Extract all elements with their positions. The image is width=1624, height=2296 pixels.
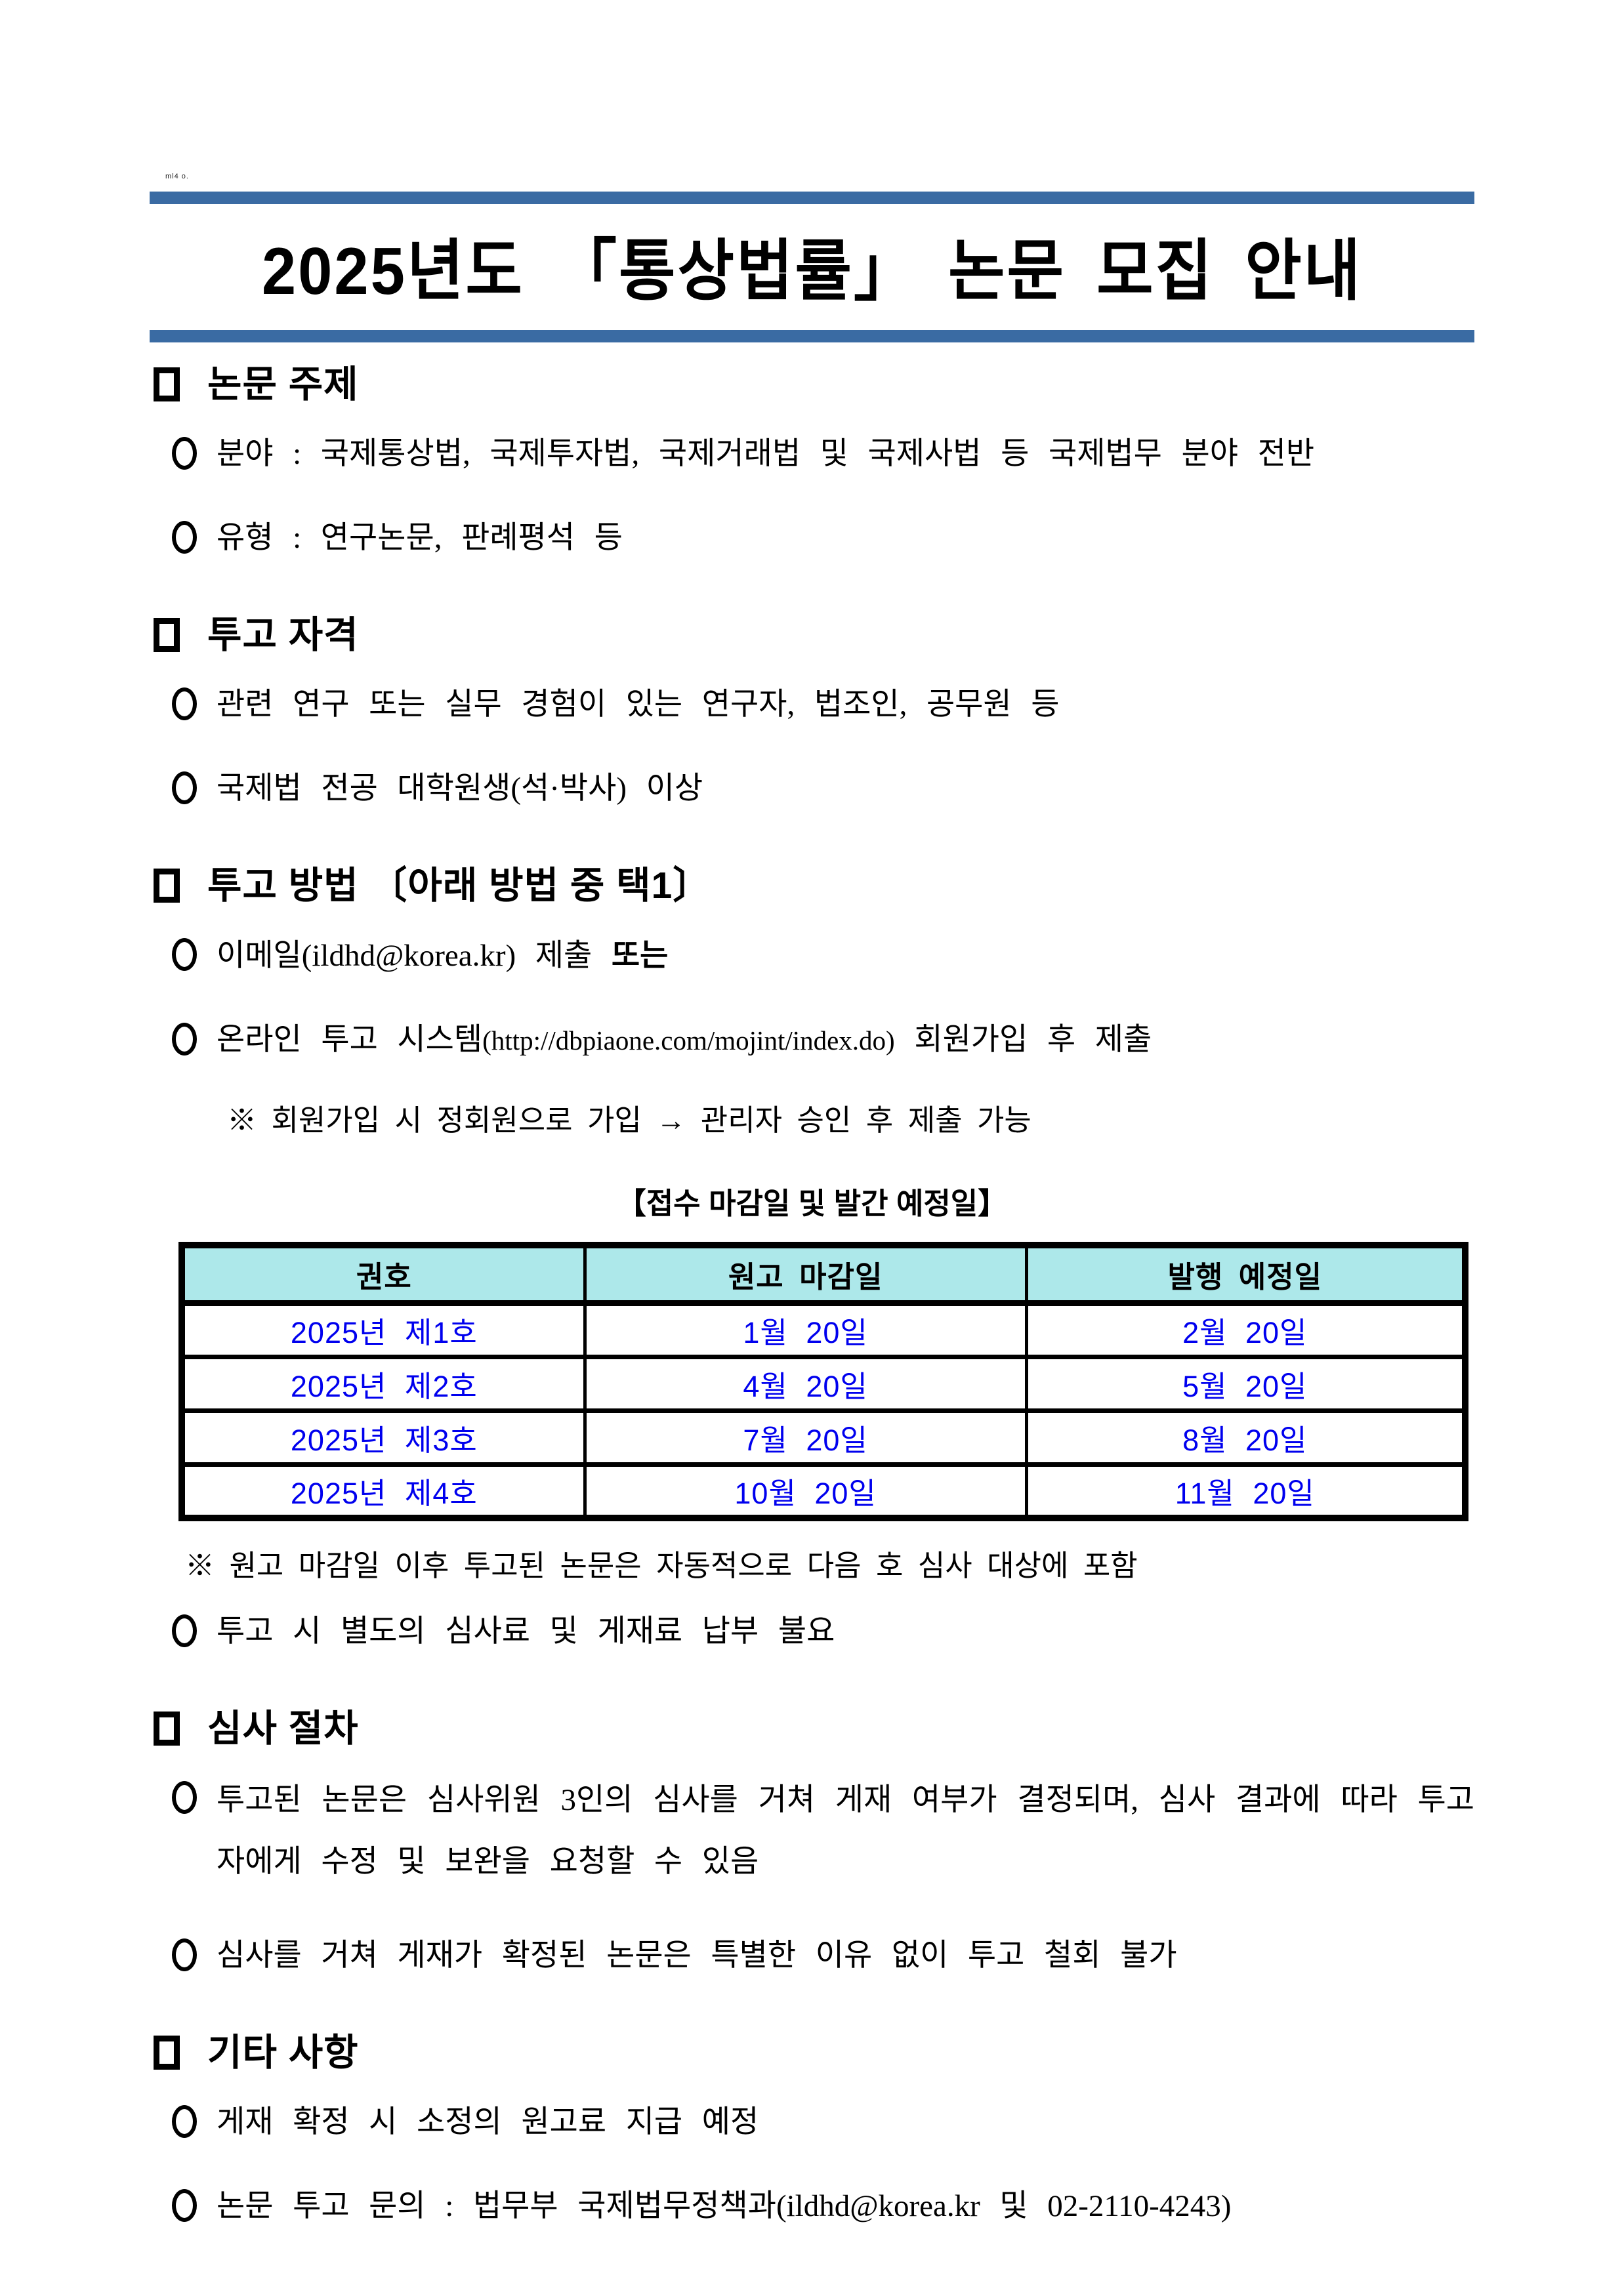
- method-online-prefix: 온라인 투고 시스템: [217, 1023, 483, 1057]
- list-item: 유형 : 연구논문, 판례평석 등: [172, 517, 1474, 559]
- cell-issue: 2025년 제4호: [182, 1462, 585, 1518]
- cell-issue: 2025년 제3호: [182, 1408, 585, 1464]
- method-email-or-bold: 또는: [611, 937, 669, 972]
- eligibility-researcher-text: 관련 연구 또는 실무 경험이 있는 연구자, 법조인, 공무원 등: [217, 687, 1060, 722]
- list-item: 국제법 전공 대학원생(석·박사) 이상: [172, 768, 1474, 810]
- col-header-publish-date: 발행 예정일: [1024, 1245, 1465, 1306]
- etc-payment-text: 게재 확정 시 소정의 원고료 지급 예정: [217, 2105, 759, 2139]
- circle-bullet-icon: [172, 437, 197, 470]
- cell-issue: 2025년 제1호: [290, 1316, 478, 1349]
- checkbox-square-icon: [154, 2036, 180, 2070]
- section-heading-eligibility-label: 투고 자격: [207, 614, 359, 656]
- circle-bullet-icon: [172, 687, 197, 720]
- list-item: 투고된 논문은 심사위원 3인의 심사를 거쳐 게재 여부가 결정되며, 심사 …: [172, 1777, 1474, 1893]
- list-item: 분야 : 국제통상법, 국제투자법, 국제거래법 및 국제사법 등 국제법무 분…: [172, 433, 1474, 475]
- cell-publish-date: 2월 20일: [1024, 1303, 1465, 1357]
- section-heading-review-label: 심사 절차: [207, 1708, 359, 1750]
- table-row: 2025년 제4호 10월 20일 11월 20일: [182, 1462, 1465, 1518]
- section-heading-review: 심사 절차: [150, 1705, 1474, 1752]
- cell-issue: 2025년 제2호: [182, 1354, 585, 1410]
- etc-contact-text: 논문 투고 문의 : 법무부 국제법무정책과(ildhd@korea.kr 및 …: [217, 2189, 1232, 2223]
- title-bottom-rule: [150, 330, 1474, 342]
- table-row: 2025년 제1호 1월 20일 2월 20일: [182, 1303, 1465, 1357]
- schedule-table: 권호 원고 마감일 발행 예정일 2025년 제1호 1월 20일 2월 20일…: [178, 1242, 1468, 1521]
- page-title: 2025년도 「통상법률」 논문 모집 안내: [261, 234, 1363, 308]
- topic-type-text: 유형 : 연구논문, 판례평석 등: [217, 521, 623, 555]
- circle-bullet-icon: [172, 1781, 197, 1814]
- list-item: 심사를 거쳐 게재가 확정된 논문은 특별한 이유 없이 투고 철회 불가: [172, 1935, 1474, 1977]
- table-row: 2025년 제3호 7월 20일 8월 20일: [182, 1408, 1465, 1464]
- method-email-text: 이메일(ildhd@korea.kr) 제출 또는: [217, 934, 668, 977]
- list-item: 게재 확정 시 소정의 원고료 지급 예정: [172, 2101, 1474, 2143]
- section-heading-eligibility: 투고 자격: [150, 611, 1474, 659]
- title-top-rule: [150, 192, 1474, 204]
- schedule-note-text: ※ 원고 마감일 이후 투고된 논문은 자동적으로 다음 호 심사 대상에 포함: [185, 1549, 1138, 1582]
- cell-deadline: 1월 20일: [583, 1303, 1027, 1357]
- section-heading-etc-label: 기타 사항: [207, 2032, 359, 2074]
- circle-bullet-icon: [172, 938, 197, 971]
- circle-bullet-icon: [172, 1938, 197, 1971]
- cell-publish-date: 5월 20일: [1024, 1354, 1465, 1410]
- circle-bullet-icon: [172, 1614, 197, 1647]
- cell-deadline: 7월 20일: [583, 1408, 1027, 1464]
- cell-publish-date: 8월 20일: [1024, 1408, 1465, 1464]
- checkbox-square-icon: [154, 869, 180, 903]
- section-heading-method: 투고 방법 〔아래 방법 중 택1〕: [150, 862, 1474, 909]
- circle-bullet-icon: [172, 2189, 197, 2222]
- section-heading-topic: 논문 주제: [150, 361, 1474, 408]
- col-header-deadline: 원고 마감일: [583, 1245, 1027, 1306]
- checkbox-square-icon: [154, 618, 180, 652]
- section-heading-etc: 기타 사항: [150, 2029, 1474, 2076]
- circle-bullet-icon: [172, 771, 197, 804]
- table-header-row: 권호 원고 마감일 발행 예정일: [182, 1245, 1465, 1306]
- header-artifact-text: ml4 o.: [165, 173, 189, 180]
- review-process-text: 투고된 논문은 심사위원 3인의 심사를 거쳐 게재 여부가 결정되며, 심사 …: [217, 1783, 1474, 1879]
- schedule-table-title: 【접수 마감일 및 발간 예정일】: [616, 1187, 1008, 1220]
- method-online-url: (http://dbpiaone.com/mojint/index.do): [482, 1025, 895, 1056]
- method-note-text: ※ 회원가입 시 정회원으로 가입 → 관리자 승인 후 제출 가능: [227, 1104, 1031, 1137]
- table-row: 2025년 제2호 4월 20일 5월 20일: [182, 1354, 1465, 1410]
- list-item: 온라인 투고 시스템(http://dbpiaone.com/mojint/in…: [172, 1019, 1474, 1061]
- eligibility-student-text: 국제법 전공 대학원생(석·박사) 이상: [217, 771, 703, 806]
- checkbox-square-icon: [154, 367, 180, 401]
- checkbox-square-icon: [154, 1712, 180, 1746]
- circle-bullet-icon: [172, 2105, 197, 2138]
- col-header-issue: 권호: [182, 1245, 585, 1306]
- schedule-fee-text: 투고 시 별도의 심사료 및 게재료 납부 불요: [217, 1614, 835, 1649]
- circle-bullet-icon: [172, 1023, 197, 1056]
- list-item: 논문 투고 문의 : 법무부 국제법무정책과(ildhd@korea.kr 및 …: [172, 2185, 1474, 2227]
- list-item: 관련 연구 또는 실무 경험이 있는 연구자, 법조인, 공무원 등: [172, 684, 1474, 726]
- cell-publish-date: 11월 20일: [1024, 1462, 1465, 1518]
- review-withdraw-text: 심사를 거쳐 게재가 확정된 논문은 특별한 이유 없이 투고 철회 불가: [217, 1938, 1177, 1973]
- topic-field-text: 분야 : 국제통상법, 국제투자법, 국제거래법 및 국제사법 등 국제법무 분…: [217, 437, 1315, 471]
- section-heading-topic-label: 논문 주제: [207, 363, 359, 405]
- circle-bullet-icon: [172, 521, 197, 554]
- method-online-suffix: 회원가입 후 제출: [894, 1023, 1152, 1057]
- list-item: 투고 시 별도의 심사료 및 게재료 납부 불요: [172, 1610, 1474, 1652]
- method-email-prefix: 이메일(ildhd@korea.kr) 제출: [217, 939, 612, 973]
- cell-deadline: 4월 20일: [583, 1354, 1027, 1410]
- cell-deadline: 10월 20일: [583, 1462, 1027, 1518]
- section-heading-method-label: 투고 방법 〔아래 방법 중 택1〕: [207, 865, 711, 907]
- list-item: 이메일(ildhd@korea.kr) 제출 또는: [172, 934, 1474, 977]
- method-online-text: 온라인 투고 시스템(http://dbpiaone.com/mojint/in…: [217, 1019, 1152, 1061]
